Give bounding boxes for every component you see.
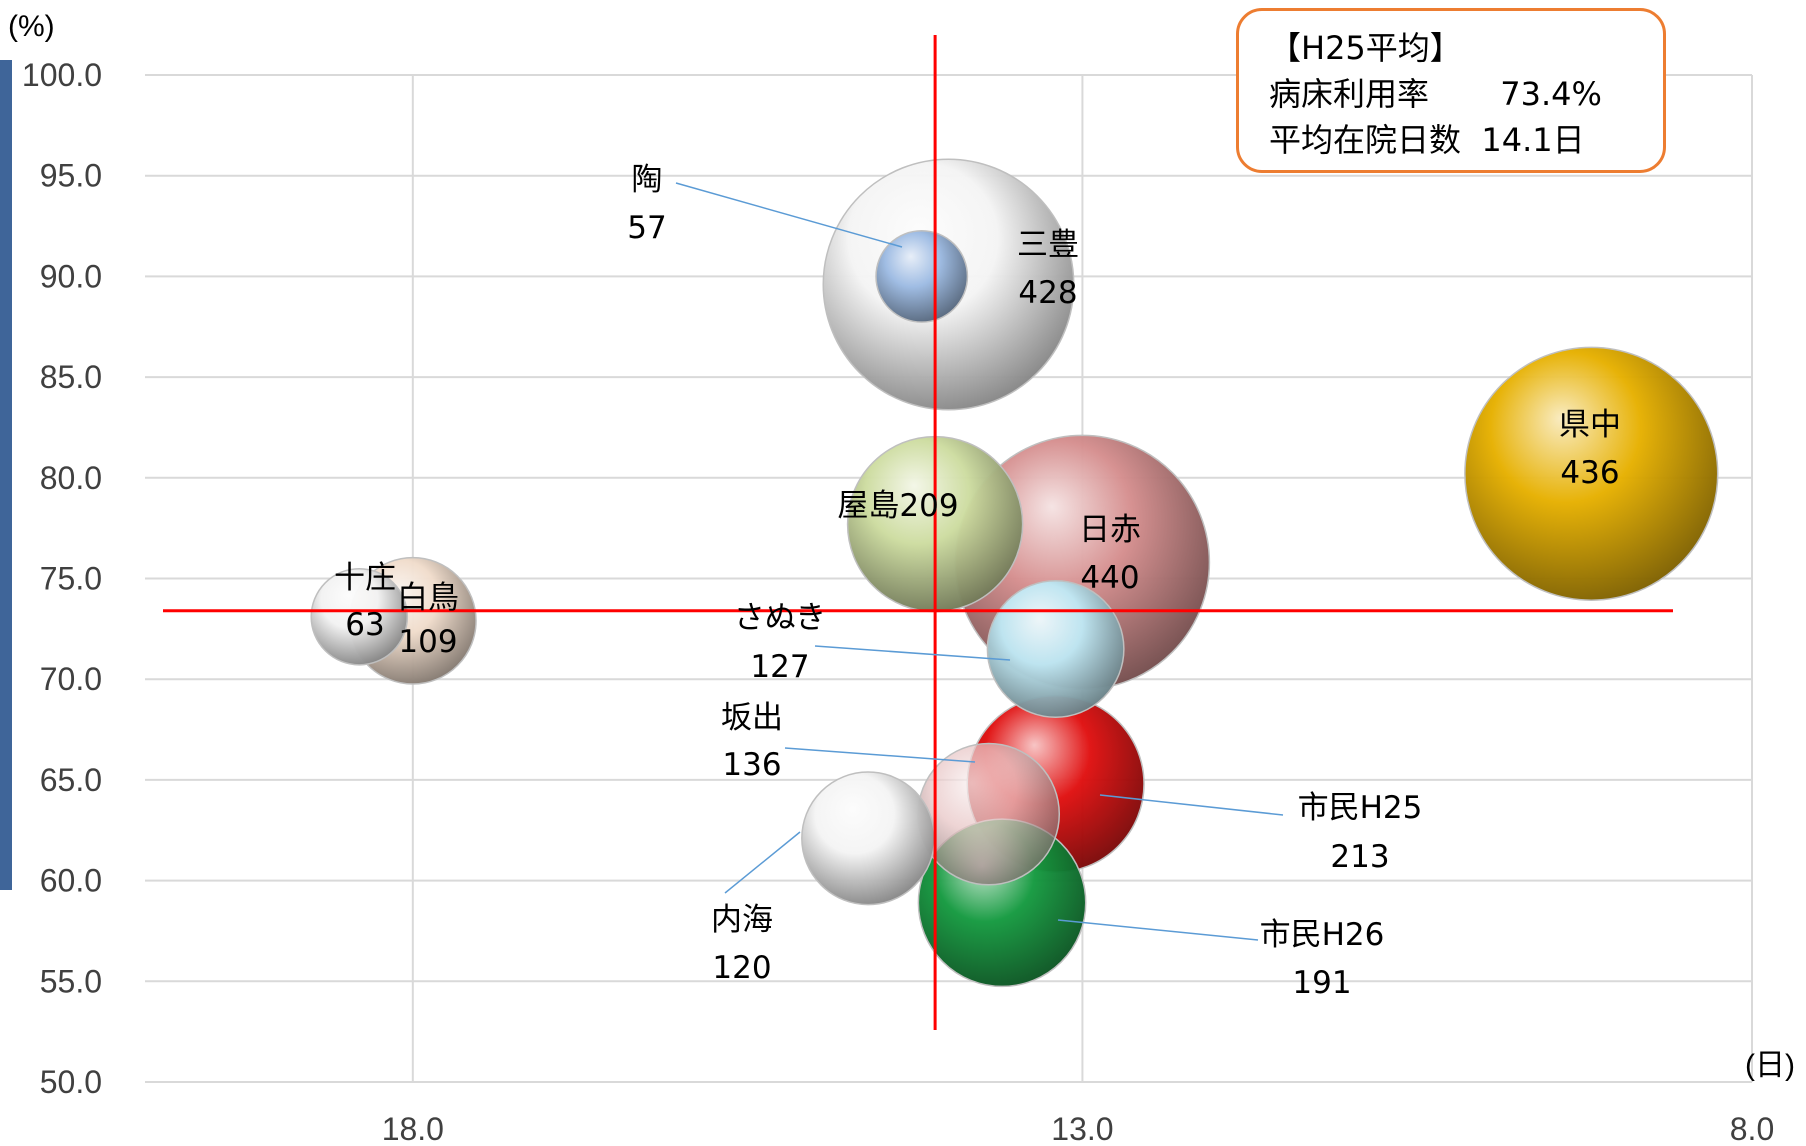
reference-lines bbox=[163, 35, 1673, 1030]
y-tick-label: 70.0 bbox=[40, 661, 102, 697]
note-occupancy-row: 病床利用率 73.4% bbox=[1269, 71, 1663, 117]
bubble-label: 市民H26 bbox=[1260, 917, 1385, 953]
bubble-value: 436 bbox=[1560, 455, 1619, 491]
leader-line bbox=[814, 645, 1011, 661]
bubble-坂出 bbox=[917, 742, 1061, 886]
bubble-県中 bbox=[1464, 346, 1719, 601]
bubble-label: 十庄 bbox=[334, 560, 396, 596]
y-tick-label: 65.0 bbox=[40, 762, 102, 798]
x-tick-label: 18.0 bbox=[382, 1111, 444, 1146]
bubble-label: 白鳥 bbox=[397, 580, 459, 616]
note-title: 【H25平均】 bbox=[1269, 29, 1462, 67]
bubble-label: 屋島209 bbox=[837, 488, 958, 524]
leader-line bbox=[1099, 794, 1284, 816]
axis-accent-bar bbox=[0, 60, 12, 890]
bubble-value: 428 bbox=[1018, 275, 1077, 311]
y-tick-label: 90.0 bbox=[40, 258, 102, 294]
leader-line bbox=[724, 831, 801, 894]
bubble-value: 109 bbox=[398, 624, 457, 660]
los-label: 平均在院日数 bbox=[1269, 121, 1462, 159]
bubble-value: 57 bbox=[627, 210, 666, 246]
bubble-value: 120 bbox=[712, 950, 771, 986]
bubble-内海 bbox=[801, 771, 936, 906]
bubbles bbox=[310, 158, 1719, 988]
bubble-value: 127 bbox=[750, 649, 809, 685]
x-tick-label: 8.0 bbox=[1730, 1111, 1774, 1146]
y-tick-label: 55.0 bbox=[40, 963, 102, 999]
bubble-さぬき bbox=[986, 580, 1125, 718]
leader-line bbox=[1057, 919, 1259, 941]
note-los-row: 平均在院日数 14.1日 bbox=[1269, 117, 1663, 163]
y-axis-unit: (%) bbox=[8, 10, 55, 43]
y-tick-label: 100.0 bbox=[22, 57, 102, 93]
y-tick-labels: 50.0 55.0 60.0 65.0 70.0 75.0 80.0 85.0 90.0 95.0… bbox=[22, 57, 102, 1100]
occupancy-value: 73.4% bbox=[1500, 75, 1602, 113]
bubble-label: 市民H25 bbox=[1298, 790, 1423, 826]
x-tick-labels: 18.0 13.0 8.0 bbox=[382, 1111, 1775, 1146]
bubble-label: 県中 bbox=[1559, 407, 1621, 443]
bubble-label: 坂出 bbox=[721, 700, 783, 736]
bubble-value: 213 bbox=[1330, 839, 1389, 875]
bubble-label: さぬき bbox=[734, 600, 826, 636]
x-tick-label: 13.0 bbox=[1051, 1111, 1113, 1146]
bubble-labels: 三豊 428 陶 57 屋島209 さぬき 127 日赤 440 県中 436 十庄 63 白鳥 109 市民… bbox=[334, 162, 1621, 1001]
bubble-陶 bbox=[875, 229, 969, 323]
y-tick-label: 75.0 bbox=[40, 561, 102, 597]
leader-lines bbox=[675, 182, 1284, 941]
y-tick-label: 95.0 bbox=[40, 158, 102, 194]
los-value: 14.1日 bbox=[1481, 121, 1585, 159]
bubble-label: 陶 bbox=[632, 162, 663, 198]
x-axis-unit: (日) bbox=[1745, 1049, 1795, 1082]
y-tick-label: 80.0 bbox=[40, 460, 102, 496]
bubble-label: 日赤 bbox=[1079, 512, 1141, 548]
average-note-box: 【H25平均】 病床利用率 73.4% 平均在院日数 14.1日 bbox=[1236, 8, 1666, 173]
y-tick-label: 85.0 bbox=[40, 359, 102, 395]
bubble-十庄 bbox=[310, 567, 409, 666]
y-tick-label: 60.0 bbox=[40, 863, 102, 899]
leader-line bbox=[675, 182, 903, 248]
leader-line bbox=[784, 747, 976, 763]
bubble-value: 440 bbox=[1080, 560, 1139, 596]
bubble-value: 191 bbox=[1292, 965, 1351, 1001]
bubble-label: 内海 bbox=[711, 902, 773, 938]
occupancy-label: 病床利用率 bbox=[1269, 75, 1430, 113]
bubble-value: 136 bbox=[722, 747, 781, 783]
bubble-label: 三豊 bbox=[1017, 227, 1079, 263]
y-tick-label: 50.0 bbox=[40, 1064, 102, 1100]
bubble-value: 63 bbox=[345, 607, 384, 643]
